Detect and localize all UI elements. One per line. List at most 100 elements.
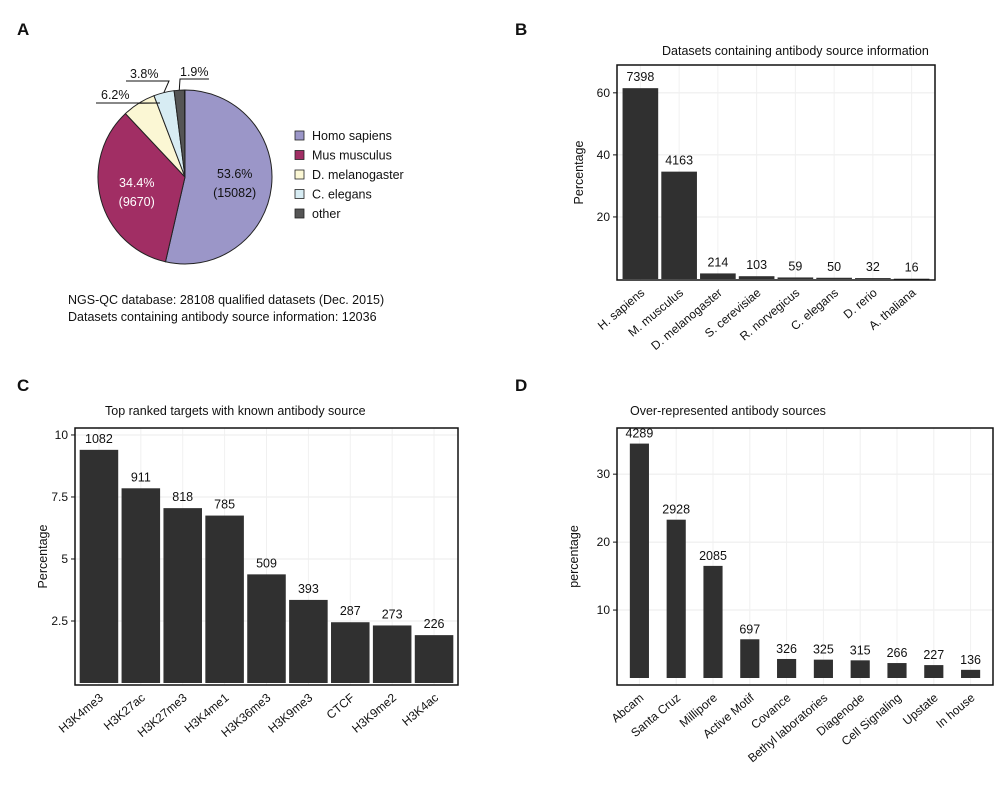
panel-d-bar-label: 2085 [699,549,727,563]
panel-d-bar [703,565,723,678]
pie-label-mus-musculus-percent: 34.4% [119,176,154,190]
panel-b-ytick-label: 40 [597,148,611,162]
panel-d-title: Over-represented antibody sources [630,404,826,418]
panel-label-a: A [17,20,30,39]
panel-c-category-label: CTCF [324,691,358,722]
panel-d-bar [813,659,833,678]
panel-d-bar-label: 315 [850,643,871,657]
panel-d-ytick-label: 30 [597,467,611,481]
panel-b-title: Datasets containing antibody source info… [662,44,929,58]
panel-d-ylabel: percentage [567,525,581,588]
panel-b-ytick-label: 20 [597,210,611,224]
pie-slice-other [173,89,186,178]
panel-d-bar-label: 227 [923,648,944,662]
panel-c-category-label: H3K4me3 [56,690,106,735]
panel-c-ytick-label: 2.5 [51,614,68,628]
panel-c-bar-label: 226 [424,617,445,631]
panel-b-bar [816,277,852,279]
panel-b-bar-label: 103 [746,258,767,272]
panel-b-bar-label: 32 [866,260,880,274]
panel-c-bar [79,449,119,683]
panel-b-bar-label: 7398 [626,70,654,84]
panel-b-bar-label: 50 [827,260,841,274]
panel-d-bar-label: 136 [960,653,981,667]
legend-swatch-homo-sapiens [294,130,305,141]
pie-label-homo-sapiens-percent: 53.6% [217,167,252,181]
panel-c-bar-label: 273 [382,607,403,621]
panel-d-bar-label: 4289 [625,427,653,441]
panel-d-bar-label: 697 [739,622,760,636]
pie-leader-other [178,78,209,91]
legend-label-d-melanogaster: D. melanogaster [312,168,404,182]
panel-d-category-label: In house [933,690,978,731]
legend-label-other: other [312,207,341,221]
panel-d-frame [616,427,994,686]
panel-c-bar [205,515,244,683]
panel-c-bar [289,599,328,683]
panel-b-bar-label: 16 [905,261,919,275]
panel-c-bar-label: 1082 [85,432,113,446]
panel-c-ylabel: Percentage [36,524,50,588]
panel-c-bar [247,574,286,683]
panel-c-bar [414,635,454,683]
panel-b-bar [777,277,814,279]
pie-label-mus-musculus-count: (9670) [119,195,155,209]
pie-label-c-elegans-percent: 3.8% [130,67,159,81]
panel-c-bar-label: 818 [172,490,193,504]
panel-d-bar-label: 325 [813,643,834,657]
pie-slice-homo-sapiens [164,89,273,265]
panel-d-bar-label: 2928 [662,503,690,517]
panel-c-bar [331,622,370,683]
panel-d-bar [777,658,797,678]
panel-c-title: Top ranked targets with known antibody s… [105,404,366,418]
panel-b-bar-label: 59 [788,259,802,273]
panel-c-ytick-label: 7.5 [51,490,68,504]
panel-d-bar [924,665,944,678]
database-note: NGS-QC database: 28108 qualified dataset… [68,292,384,326]
panel-c-ytick-label: 5 [61,552,68,566]
database-note-line-1: NGS-QC database: 28108 qualified dataset… [68,293,385,307]
panel-c-bar [372,625,412,683]
panel-label-d: D [515,376,528,395]
panel-d-bar [961,669,981,678]
legend-label-mus-musculus: Mus musculus [312,149,392,163]
pie-label-d-melanogaster-percent: 6.2% [101,88,130,102]
panel-d-bar-label: 266 [887,646,908,660]
pie-slice-mus-musculus [97,112,186,263]
panel-label-b: B [515,20,528,39]
database-note-line-2: Datasets containing antibody source info… [68,310,377,324]
panel-b-ytick-label: 60 [597,86,611,100]
legend-swatch-c-elegans [294,189,305,199]
panel-c-bar-label: 785 [214,498,235,512]
panel-b-bar [622,88,659,279]
panel-d-bar [740,639,760,678]
panel-d-ytick-label: 10 [597,603,611,617]
panel-b-bar-label: 214 [707,255,728,269]
panel-d-bar [850,660,870,678]
panel-label-c: C [17,376,30,395]
panel-c-category-label: H3K9me2 [349,690,399,735]
legend-label-c-elegans: C. elegans [312,188,372,202]
panel-b-bar-label: 4163 [665,154,693,168]
panel-b-bar [855,278,891,279]
panel-b-bar [700,273,736,279]
panel-c-ytick-label: 10 [55,428,69,442]
panel-c-frame [74,427,459,686]
pie-label-other-percent: 1.9% [180,65,209,79]
panel-d-ytick-label: 20 [597,535,611,549]
panel-b-ylabel: Percentage [572,140,586,204]
panel-c-category-label: H3K9me3 [265,690,315,735]
legend-swatch-mus-musculus [294,150,305,160]
panel-c-bar [163,508,202,683]
panel-c-bar-label: 509 [256,556,277,570]
panel-c-category-label: H3K4ac [399,691,441,729]
panel-c-bar [121,488,161,683]
panel-b-bar [661,171,697,279]
panel-c-bar-label: 911 [131,470,151,484]
panel-d-bar [887,663,907,678]
panel-d-bar-label: 326 [776,642,797,656]
panel-b-frame [616,64,936,281]
pie-label-homo-sapiens-count: (15082) [213,186,256,200]
panel-b-bar [893,278,930,280]
